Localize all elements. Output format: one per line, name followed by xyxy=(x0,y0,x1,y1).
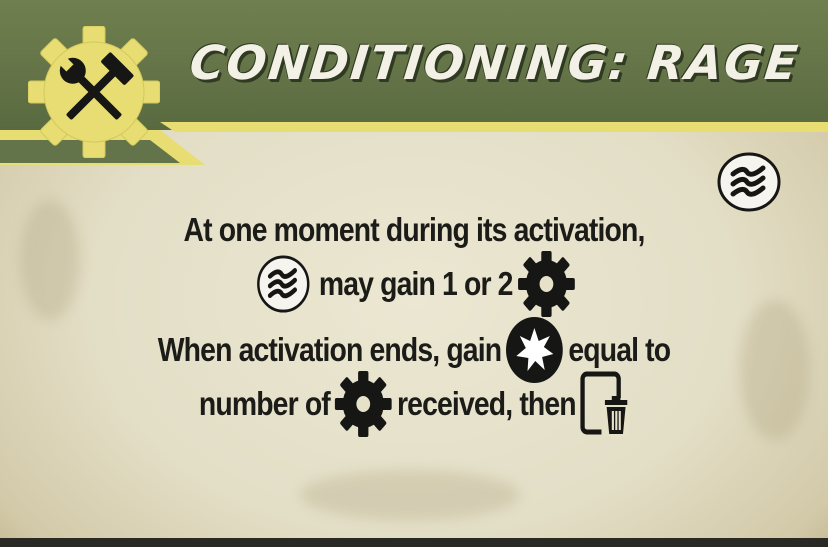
gear-token-icon xyxy=(517,251,575,317)
rage-claw-icon xyxy=(257,255,310,313)
rules-line-1: At one moment during its activation, xyxy=(58,203,770,257)
rules-text: At one moment during its activation, may… xyxy=(58,203,770,437)
discard-card-icon xyxy=(580,371,630,436)
gear-token-icon xyxy=(335,371,392,437)
stain xyxy=(300,470,520,520)
gear-hammer-wrench-icon xyxy=(28,26,160,158)
rules-line-4-text-a: number of xyxy=(198,385,331,422)
rules-line-3: When activation ends, gain equal to xyxy=(58,317,770,383)
bottom-edge xyxy=(0,538,828,547)
rules-line-4-text-b: received, then xyxy=(396,385,577,422)
stain xyxy=(740,300,810,440)
rules-line-4: number of received, then xyxy=(58,371,770,437)
rules-line-3-text-a: When activation ends, gain xyxy=(157,331,502,368)
card-title: CONDITIONING: RAGE xyxy=(187,36,802,91)
rules-line-1-text: At one moment during its activation, xyxy=(183,211,645,248)
rules-line-2: may gain 1 or 2 xyxy=(58,251,770,317)
rules-line-3-text-b: equal to xyxy=(568,331,671,368)
rules-line-2-text: may gain 1 or 2 xyxy=(318,265,514,302)
rage-claw-icon xyxy=(717,152,781,212)
stain xyxy=(20,200,80,320)
starburst-icon xyxy=(506,317,564,383)
